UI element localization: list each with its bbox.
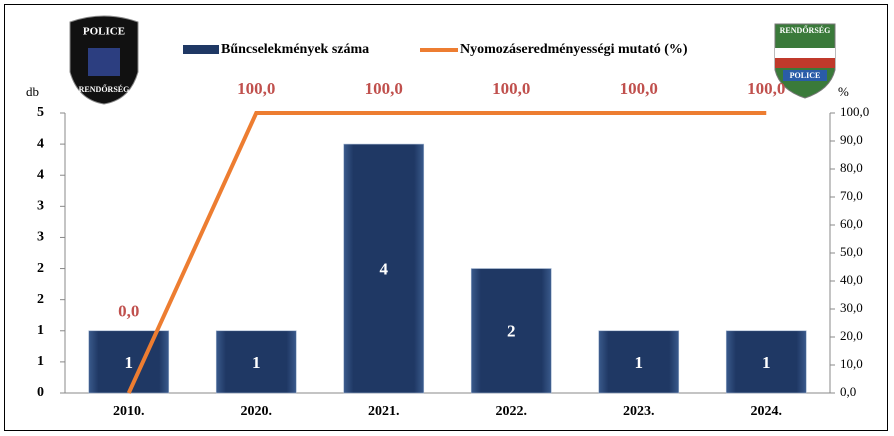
y2-tick-label: 90,0 xyxy=(840,132,863,147)
y-tick-label: 3 xyxy=(37,230,44,245)
y-tick-label: 2 xyxy=(37,261,44,276)
bar-label: 1 xyxy=(762,353,771,372)
y-tick-label: 2 xyxy=(37,292,44,307)
y2-tick-label: 100,0 xyxy=(840,104,869,119)
y2-tick-label: 30,0 xyxy=(840,300,863,315)
line-label: 100,0 xyxy=(365,79,403,98)
y2-axis-label: % xyxy=(838,84,849,99)
y-tick-label: 1 xyxy=(37,323,44,338)
x-tick-label: 2010. xyxy=(113,404,145,419)
y-tick-label: 4 xyxy=(37,136,44,151)
legend-swatch xyxy=(183,45,219,54)
bar xyxy=(88,330,170,394)
logo-text: POLICE xyxy=(790,71,821,80)
logo-text: RENDŐRSÉG xyxy=(79,84,130,94)
bar-label: 2 xyxy=(507,322,516,341)
y-tick-label: 4 xyxy=(37,167,44,182)
bar-label: 4 xyxy=(380,259,389,278)
logo-text: POLICE xyxy=(83,26,125,38)
y2-tick-label: 10,0 xyxy=(840,356,863,371)
bar-label: 1 xyxy=(252,353,261,372)
line-label: 0,0 xyxy=(118,302,139,321)
logo-right: RENDŐRSÉG POLICE xyxy=(774,23,836,99)
bar-label: 1 xyxy=(125,353,134,372)
logo-text: RENDŐRSÉG xyxy=(780,25,831,35)
y2-tick-label: 20,0 xyxy=(840,328,863,343)
y2-tick-label: 50,0 xyxy=(840,244,863,259)
bar xyxy=(598,330,680,394)
x-tick-label: 2022. xyxy=(496,404,528,419)
line-label: 100,0 xyxy=(620,79,658,98)
logo-left: POLICE RENDŐRSÉG xyxy=(69,15,139,105)
y-axis-label: db xyxy=(26,84,39,99)
x-tick-label: 2023. xyxy=(623,404,655,419)
y2-tick-label: 0,0 xyxy=(840,384,856,399)
bar xyxy=(343,143,425,394)
y2-tick-label: 40,0 xyxy=(840,272,863,287)
line xyxy=(126,111,767,394)
bar-label: 1 xyxy=(635,353,644,372)
legend-label: Nyomozáseredményességi mutató (%) xyxy=(460,42,688,57)
bar xyxy=(725,330,807,394)
y-tick-label: 5 xyxy=(37,105,44,120)
line-label: 100,0 xyxy=(492,79,530,98)
y2-tick-label: 60,0 xyxy=(840,216,863,231)
x-tick-label: 2020. xyxy=(241,404,273,419)
y-tick-label: 3 xyxy=(37,199,44,214)
x-tick-label: 2024. xyxy=(751,404,783,419)
line-label: 100,0 xyxy=(747,79,785,98)
bar xyxy=(470,268,552,394)
y-tick-label: 1 xyxy=(37,354,44,369)
x-tick-label: 2021. xyxy=(368,404,400,419)
y2-tick-label: 70,0 xyxy=(840,188,863,203)
y2-tick-label: 80,0 xyxy=(840,160,863,175)
legend-label: Bűncselekmények száma xyxy=(221,42,369,57)
bar xyxy=(215,330,297,394)
y-tick-label: 0 xyxy=(37,385,44,400)
line-label: 100,0 xyxy=(237,79,275,98)
